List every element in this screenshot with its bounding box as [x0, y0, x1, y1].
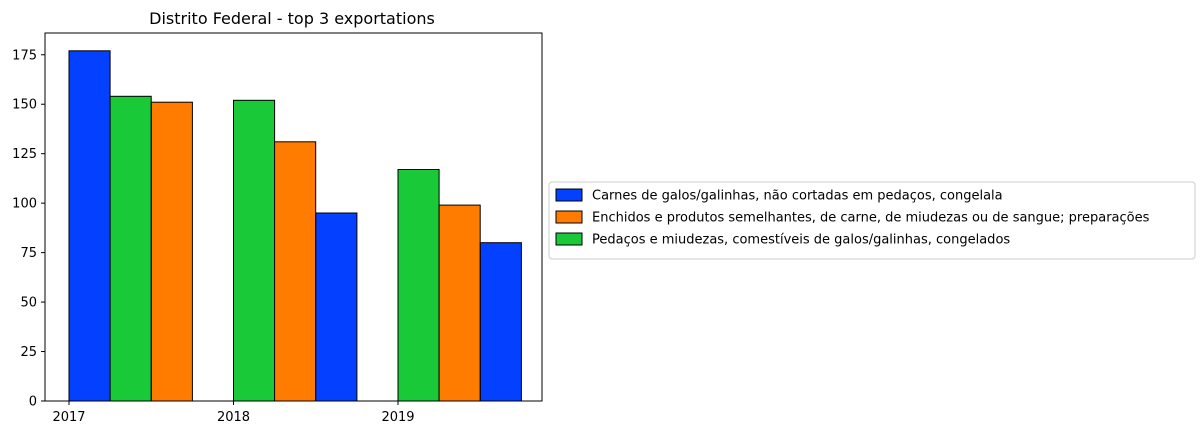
legend: Carnes de galos/galinhas, não cortadas e… [548, 181, 1196, 260]
y-tick-label: 175 [12, 48, 37, 63]
x-tick-label: 2019 [381, 410, 414, 425]
bar-2018-1 [274, 141, 317, 402]
y-tick-label: 125 [12, 147, 37, 162]
x-axis: 2017 2018 2019 [52, 401, 415, 425]
y-tick-label: 25 [20, 345, 37, 360]
legend-label: Carnes de galos/galinhas, não cortadas e… [592, 189, 1003, 204]
legend-frame [548, 181, 1196, 260]
legend-label: Enchidos e produtos semelhantes, de carn… [592, 211, 1150, 226]
bar-2019-2 [479, 242, 522, 402]
y-axis: 0 25 50 75 100 125 150 175 [12, 48, 45, 410]
bars-layer [68, 50, 522, 402]
y-tick-label: 50 [20, 296, 37, 311]
bar-2017-1 [109, 95, 152, 402]
bar-2018-2 [315, 212, 358, 402]
chart-title: Distrito Federal - top 3 exportations [149, 9, 435, 28]
legend-swatch [555, 188, 583, 202]
bar-2017-2 [150, 101, 193, 402]
x-tick-label: 2018 [217, 410, 250, 425]
y-tick-label: 100 [12, 197, 37, 212]
y-tick-label: 75 [20, 246, 37, 261]
x-tick-label: 2017 [52, 410, 85, 425]
bar-2019-0 [397, 169, 440, 402]
legend-swatch [555, 232, 583, 246]
plot-frame [44, 32, 543, 402]
bar-2019-1 [438, 204, 481, 402]
y-tick-label: 0 [29, 395, 37, 410]
bar-2018-0 [233, 99, 276, 402]
legend-label: Pedaços e miudezas, comestíveis de galos… [592, 233, 1010, 248]
bar-2017-0 [68, 50, 111, 402]
y-tick-label: 150 [12, 98, 37, 113]
legend-swatch [555, 210, 583, 224]
